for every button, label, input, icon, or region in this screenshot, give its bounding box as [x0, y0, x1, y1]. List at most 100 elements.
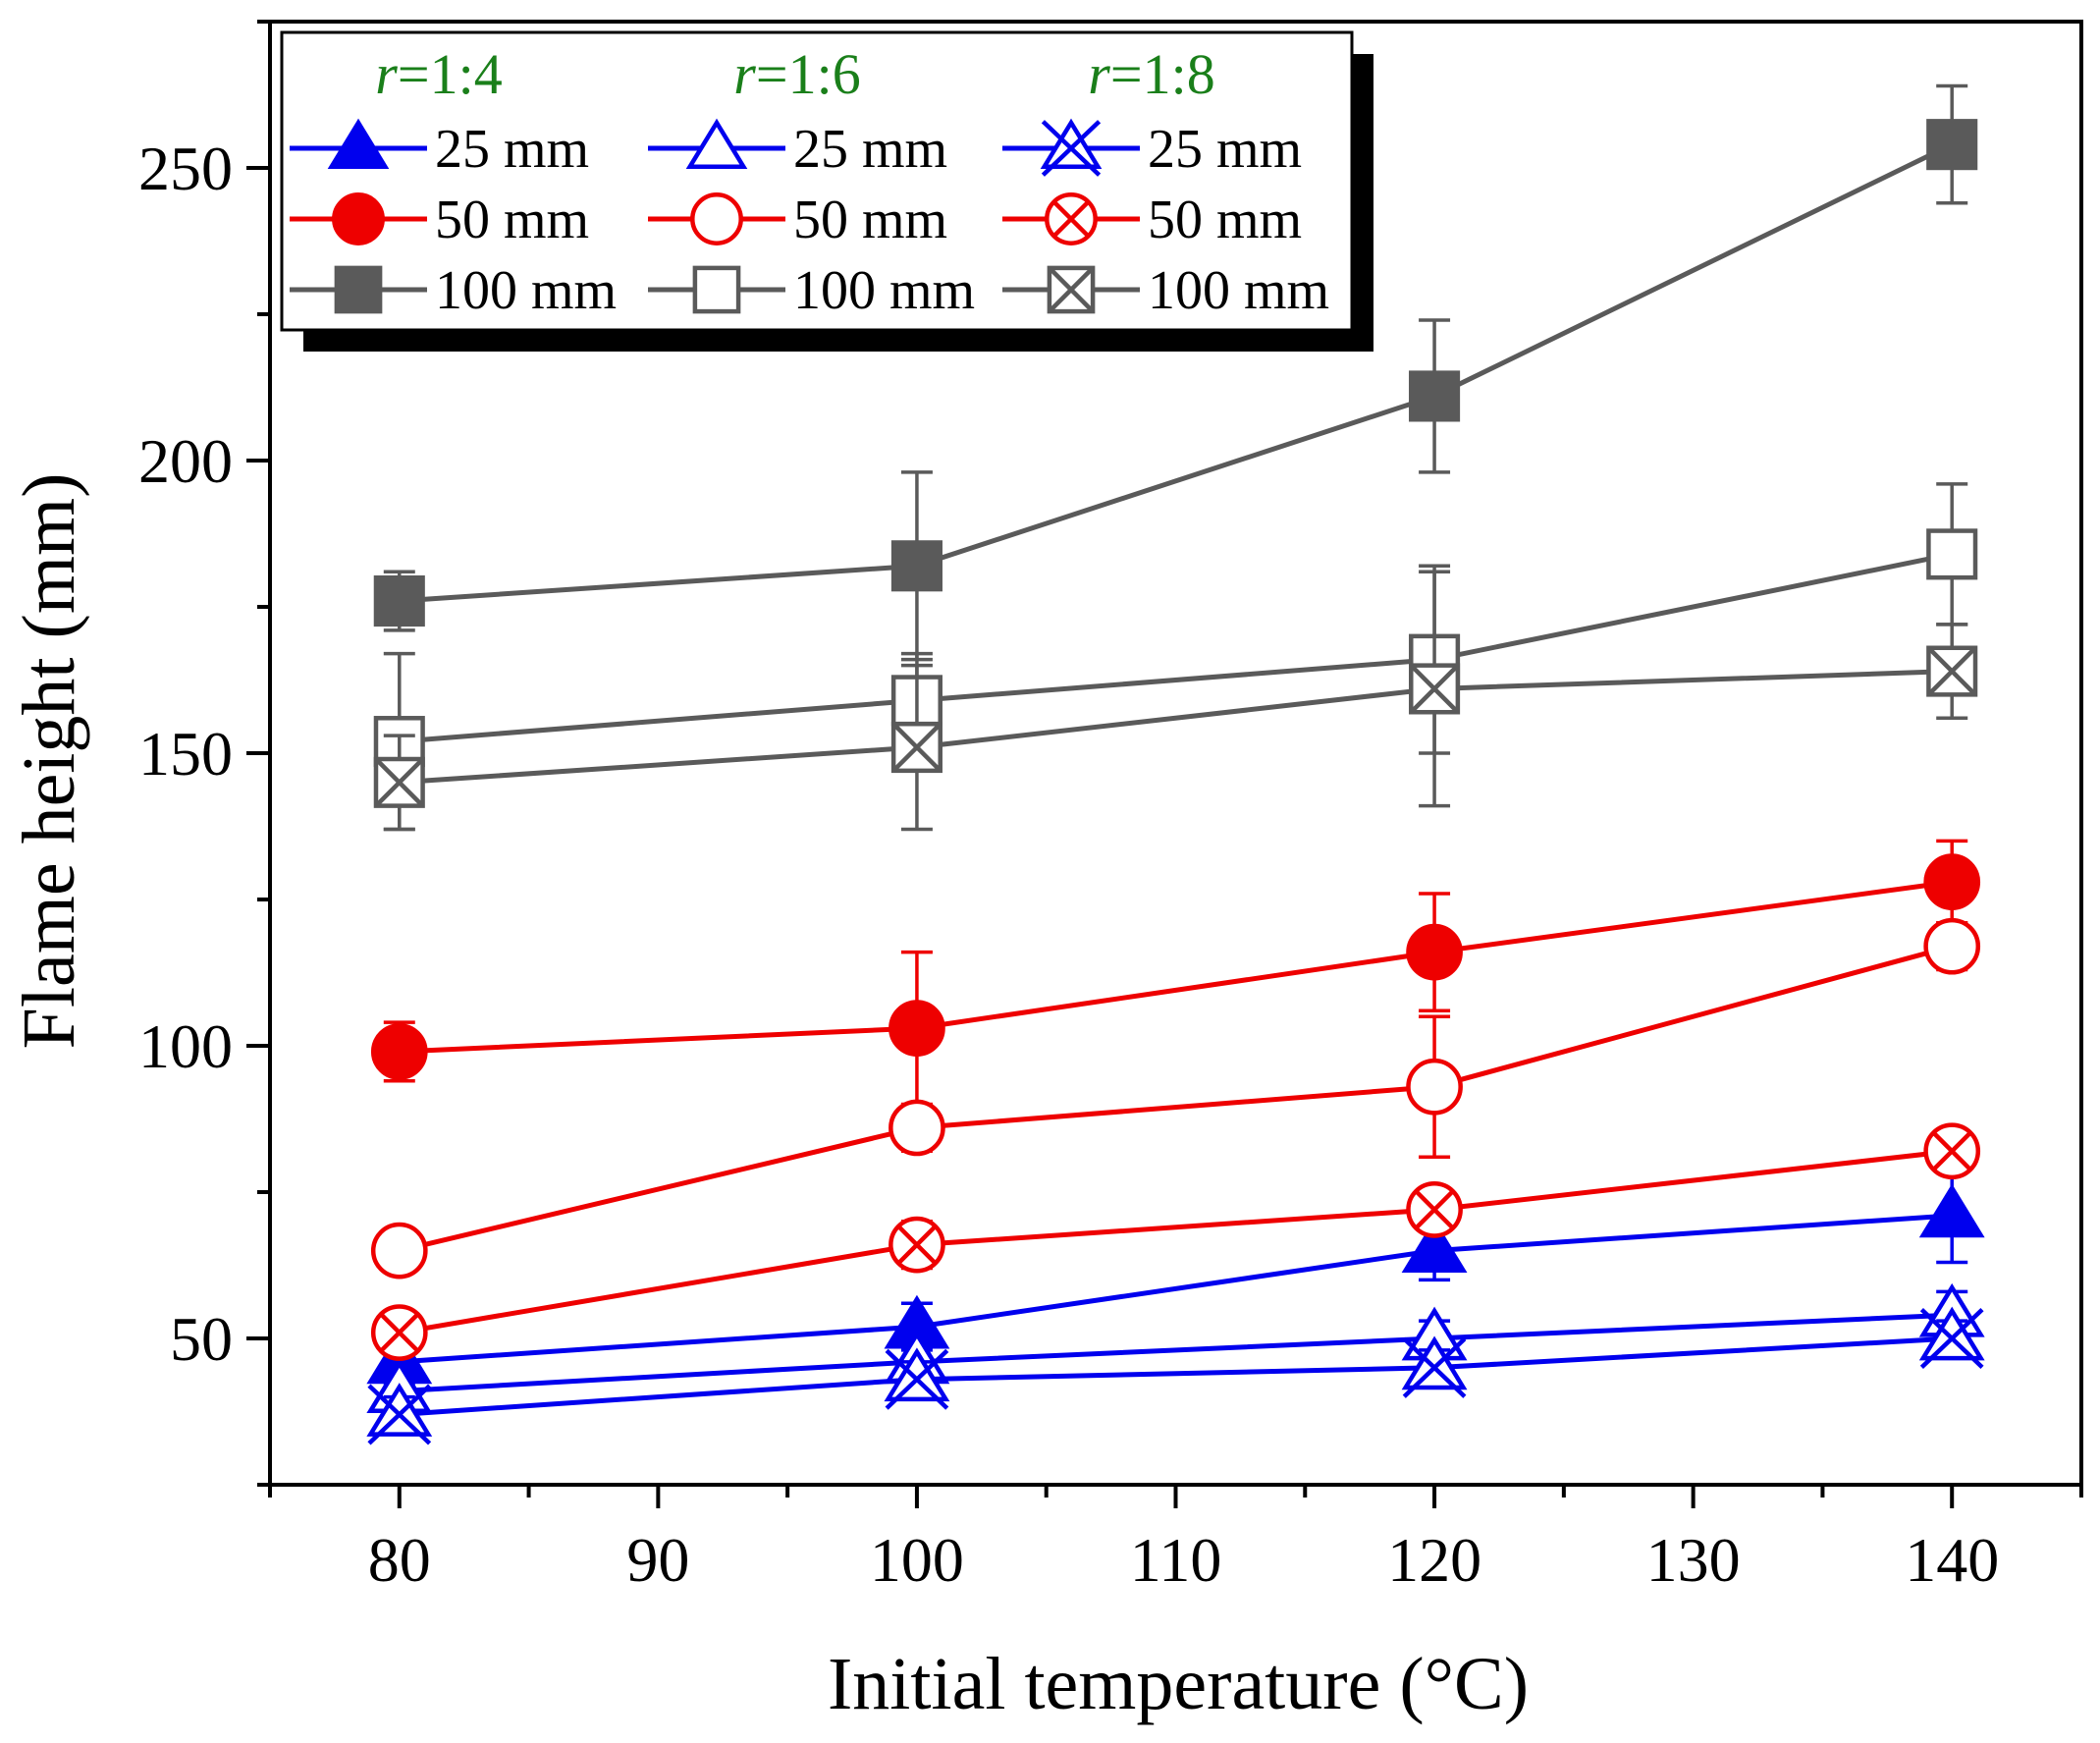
legend-label: 100 mm: [1148, 260, 1329, 321]
series-25mm-r1-8: [366, 1306, 1985, 1445]
legend-marker: [685, 118, 748, 169]
marker-cross-stroke: [1926, 646, 1977, 696]
legend-item: 25 mm: [290, 118, 589, 180]
marker-crossed-triangle: [884, 1347, 950, 1402]
legend-label: 25 mm: [793, 119, 947, 180]
legend-label: 25 mm: [1148, 119, 1302, 180]
x-tick-label: 90: [626, 1525, 689, 1595]
marker-cross-stroke: [374, 757, 425, 808]
data-point: [370, 1023, 428, 1080]
data-point: [1401, 1219, 1468, 1274]
marker-filled-square: [890, 540, 942, 592]
data-point: [1401, 1335, 1468, 1398]
data-point: [888, 1216, 945, 1274]
legend-item: 100 mm: [648, 260, 975, 321]
legend-label: 25 mm: [435, 119, 589, 180]
legend-marker: [692, 265, 741, 314]
marker-cross-stroke: [1041, 120, 1102, 177]
series-line: [399, 669, 1953, 786]
marker-filled-circle: [1406, 923, 1463, 981]
marker-filled-circle: [332, 192, 385, 245]
legend-label: 50 mm: [1148, 190, 1302, 250]
marker-open-circle: [370, 1222, 428, 1280]
marker-crossed-triangle: [1401, 1335, 1468, 1390]
legend-marker: [1040, 118, 1103, 177]
x-tick-label: 120: [1387, 1525, 1481, 1595]
series-line: [399, 944, 1953, 1254]
x-tick-label: 100: [870, 1525, 964, 1595]
marker-crossed-triangle: [366, 1383, 433, 1437]
series-line: [399, 551, 1953, 744]
marker-open-triangle: [685, 118, 748, 169]
marker-cross-stroke: [1919, 1307, 1984, 1370]
data-point: [890, 721, 942, 774]
marker-cross-stroke: [1409, 664, 1460, 714]
data-point: [1923, 853, 1981, 910]
legend-item: 100 mm: [1002, 260, 1329, 321]
marker-filled-circle: [370, 1023, 428, 1080]
y-axis-title: Flame height (mm): [8, 473, 90, 1050]
data-point: [1406, 1181, 1463, 1238]
data-point: [884, 1347, 950, 1410]
data-point: [370, 1304, 428, 1361]
marker-cross-stroke: [1931, 1130, 1972, 1171]
y-tick-label: 250: [138, 134, 233, 203]
data-point: [1918, 1183, 1985, 1238]
marker-filled-triangle: [1918, 1183, 1985, 1238]
data-point: [1923, 917, 1981, 975]
data-point: [888, 1000, 945, 1057]
marker-cross-stroke: [379, 1312, 420, 1353]
marker-filled-circle: [888, 1000, 945, 1057]
legend-item: 50 mm: [1002, 190, 1302, 250]
legend-box: [280, 30, 1354, 332]
y-tick-label: 50: [170, 1304, 233, 1374]
marker-cross-stroke: [1051, 199, 1091, 239]
marker-cross-stroke: [885, 1348, 949, 1410]
marker-filled-triangle: [327, 118, 390, 169]
data-point: [1926, 528, 1978, 580]
data-point: [1926, 119, 1978, 171]
legend-marker: [332, 192, 385, 245]
series-50mm-r1-6: [370, 917, 1981, 1280]
data-point: [1918, 1306, 1985, 1370]
data-point: [890, 540, 942, 592]
legend-label: 100 mm: [793, 260, 975, 321]
x-tick-label: 140: [1905, 1525, 1999, 1595]
marker-open-square: [1926, 528, 1978, 580]
marker-filled-square: [373, 574, 425, 627]
legend-marker: [690, 192, 743, 245]
data-point: [1923, 1122, 1981, 1180]
legend-item: 50 mm: [648, 190, 947, 250]
series-100mm-r1-4: [373, 83, 1978, 662]
series-line: [399, 1148, 1953, 1335]
marker-cross-stroke: [367, 1384, 432, 1445]
x-tick-label: 80: [368, 1525, 431, 1595]
marker-cross-stroke: [1048, 266, 1095, 313]
legend-item: 25 mm: [1002, 118, 1302, 180]
series-line: [399, 1312, 1953, 1394]
legend-header: r=1:8: [1088, 42, 1214, 106]
legend-marker: [1045, 192, 1098, 245]
data-point: [1406, 923, 1463, 981]
data-point: [373, 756, 425, 808]
legend-label: 50 mm: [793, 190, 947, 250]
series-line: [399, 879, 1953, 1055]
marker-crossed-triangle: [1918, 1306, 1985, 1361]
marker-filled-circle: [1923, 853, 1981, 910]
marker-open-circle: [1406, 1058, 1463, 1116]
marker-open-circle: [1923, 917, 1981, 975]
legend-label: 100 mm: [435, 260, 617, 321]
data-point: [1409, 663, 1461, 715]
data-point: [373, 574, 425, 627]
series-100mm-r1-6: [373, 482, 1978, 832]
legend-marker: [327, 118, 390, 169]
marker-cross-stroke: [1402, 1336, 1467, 1398]
y-tick-label: 200: [138, 426, 233, 496]
legend-marker: [1047, 265, 1096, 314]
legend-item: 50 mm: [290, 190, 589, 250]
series-line: [399, 141, 1954, 604]
legend-label: 50 mm: [435, 190, 589, 250]
data-point: [1409, 370, 1461, 422]
x-tick-label: 110: [1130, 1525, 1222, 1595]
